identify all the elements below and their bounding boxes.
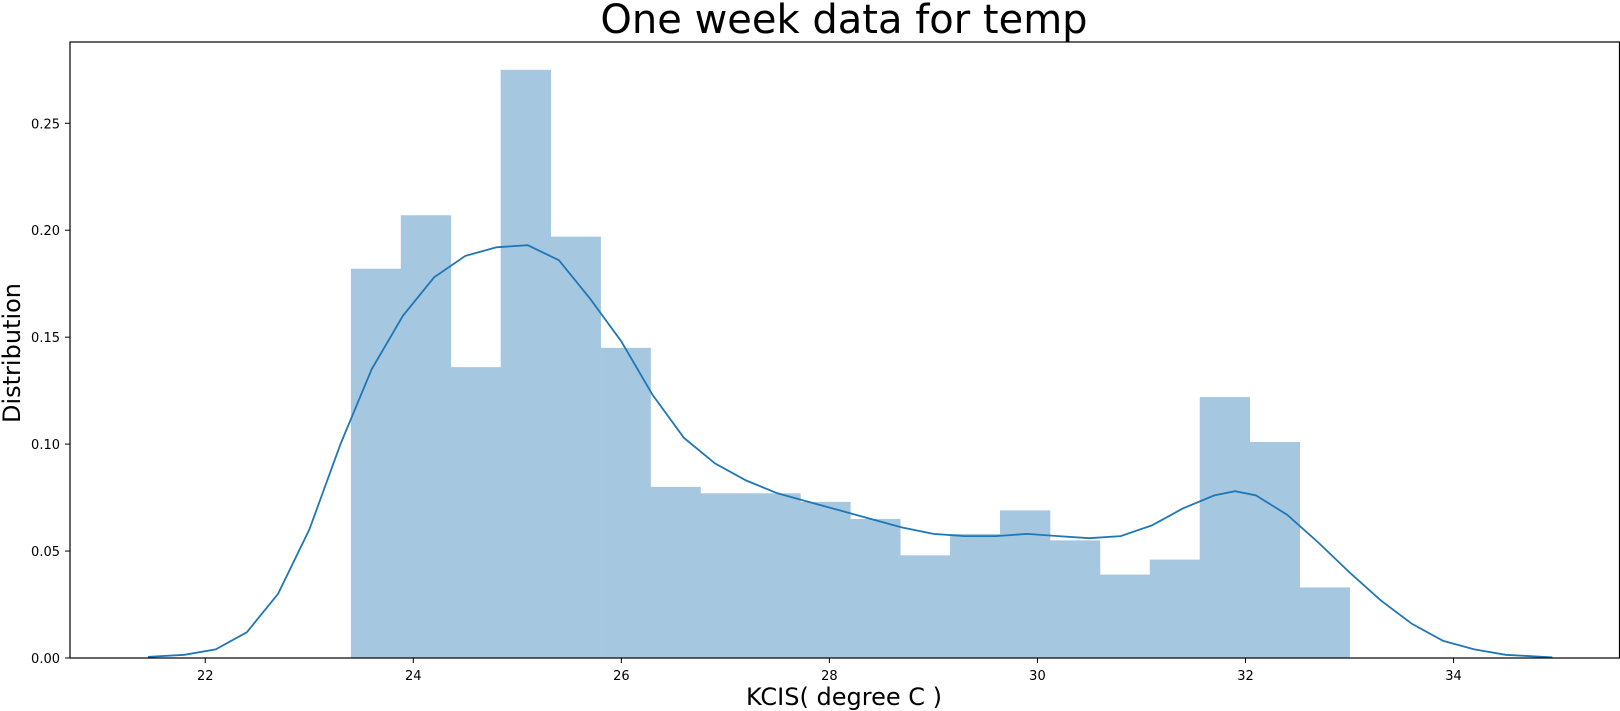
histogram-bar	[650, 486, 701, 658]
x-tick-label: 24	[405, 669, 422, 684]
chart-title: One week data for temp	[600, 0, 1087, 43]
y-axis-ticks: 0.00 0.05 0.10 0.15 0.20 0.25	[31, 117, 70, 667]
histogram-bar	[1099, 574, 1151, 658]
histogram-bar	[550, 236, 601, 658]
histogram-bar	[1000, 510, 1051, 658]
histogram-bar	[350, 268, 402, 658]
y-tick-label: 0.10	[31, 438, 60, 453]
histogram-bar	[1149, 559, 1201, 658]
x-tick-label: 32	[1237, 669, 1254, 684]
histogram-bar	[450, 367, 502, 658]
y-tick-label: 0.25	[31, 117, 60, 132]
y-tick-label: 0.00	[31, 652, 60, 667]
y-tick-label: 0.20	[31, 224, 60, 239]
y-tick-label: 0.15	[31, 331, 60, 346]
histogram-bar	[500, 69, 552, 659]
histogram-bar	[800, 501, 851, 658]
x-axis-label: KCIS( degree C )	[746, 683, 942, 711]
x-tick-label: 26	[613, 669, 630, 684]
histogram-bar	[1249, 441, 1300, 658]
histogram-bar	[850, 518, 901, 658]
histogram-bar	[600, 347, 651, 658]
histogram-bar	[400, 215, 452, 658]
histogram-bar	[1299, 587, 1350, 658]
histogram-bar	[950, 533, 1001, 658]
x-tick-label: 34	[1445, 669, 1462, 684]
kde-line	[147, 244, 1553, 659]
histogram-bar	[1049, 540, 1101, 658]
x-tick-label: 22	[197, 669, 214, 684]
x-axis-ticks: 22 24 26 28 30 32 34	[197, 658, 1462, 684]
x-tick-label: 28	[821, 669, 838, 684]
histogram-bar	[900, 555, 951, 658]
histogram-bars	[350, 69, 1350, 659]
histogram-bar	[700, 493, 751, 658]
y-tick-label: 0.05	[31, 545, 60, 560]
histogram-bar	[750, 493, 801, 658]
histogram-bar	[1199, 397, 1251, 658]
x-tick-label: 30	[1029, 669, 1046, 684]
y-axis-label: Distribution	[0, 283, 26, 423]
